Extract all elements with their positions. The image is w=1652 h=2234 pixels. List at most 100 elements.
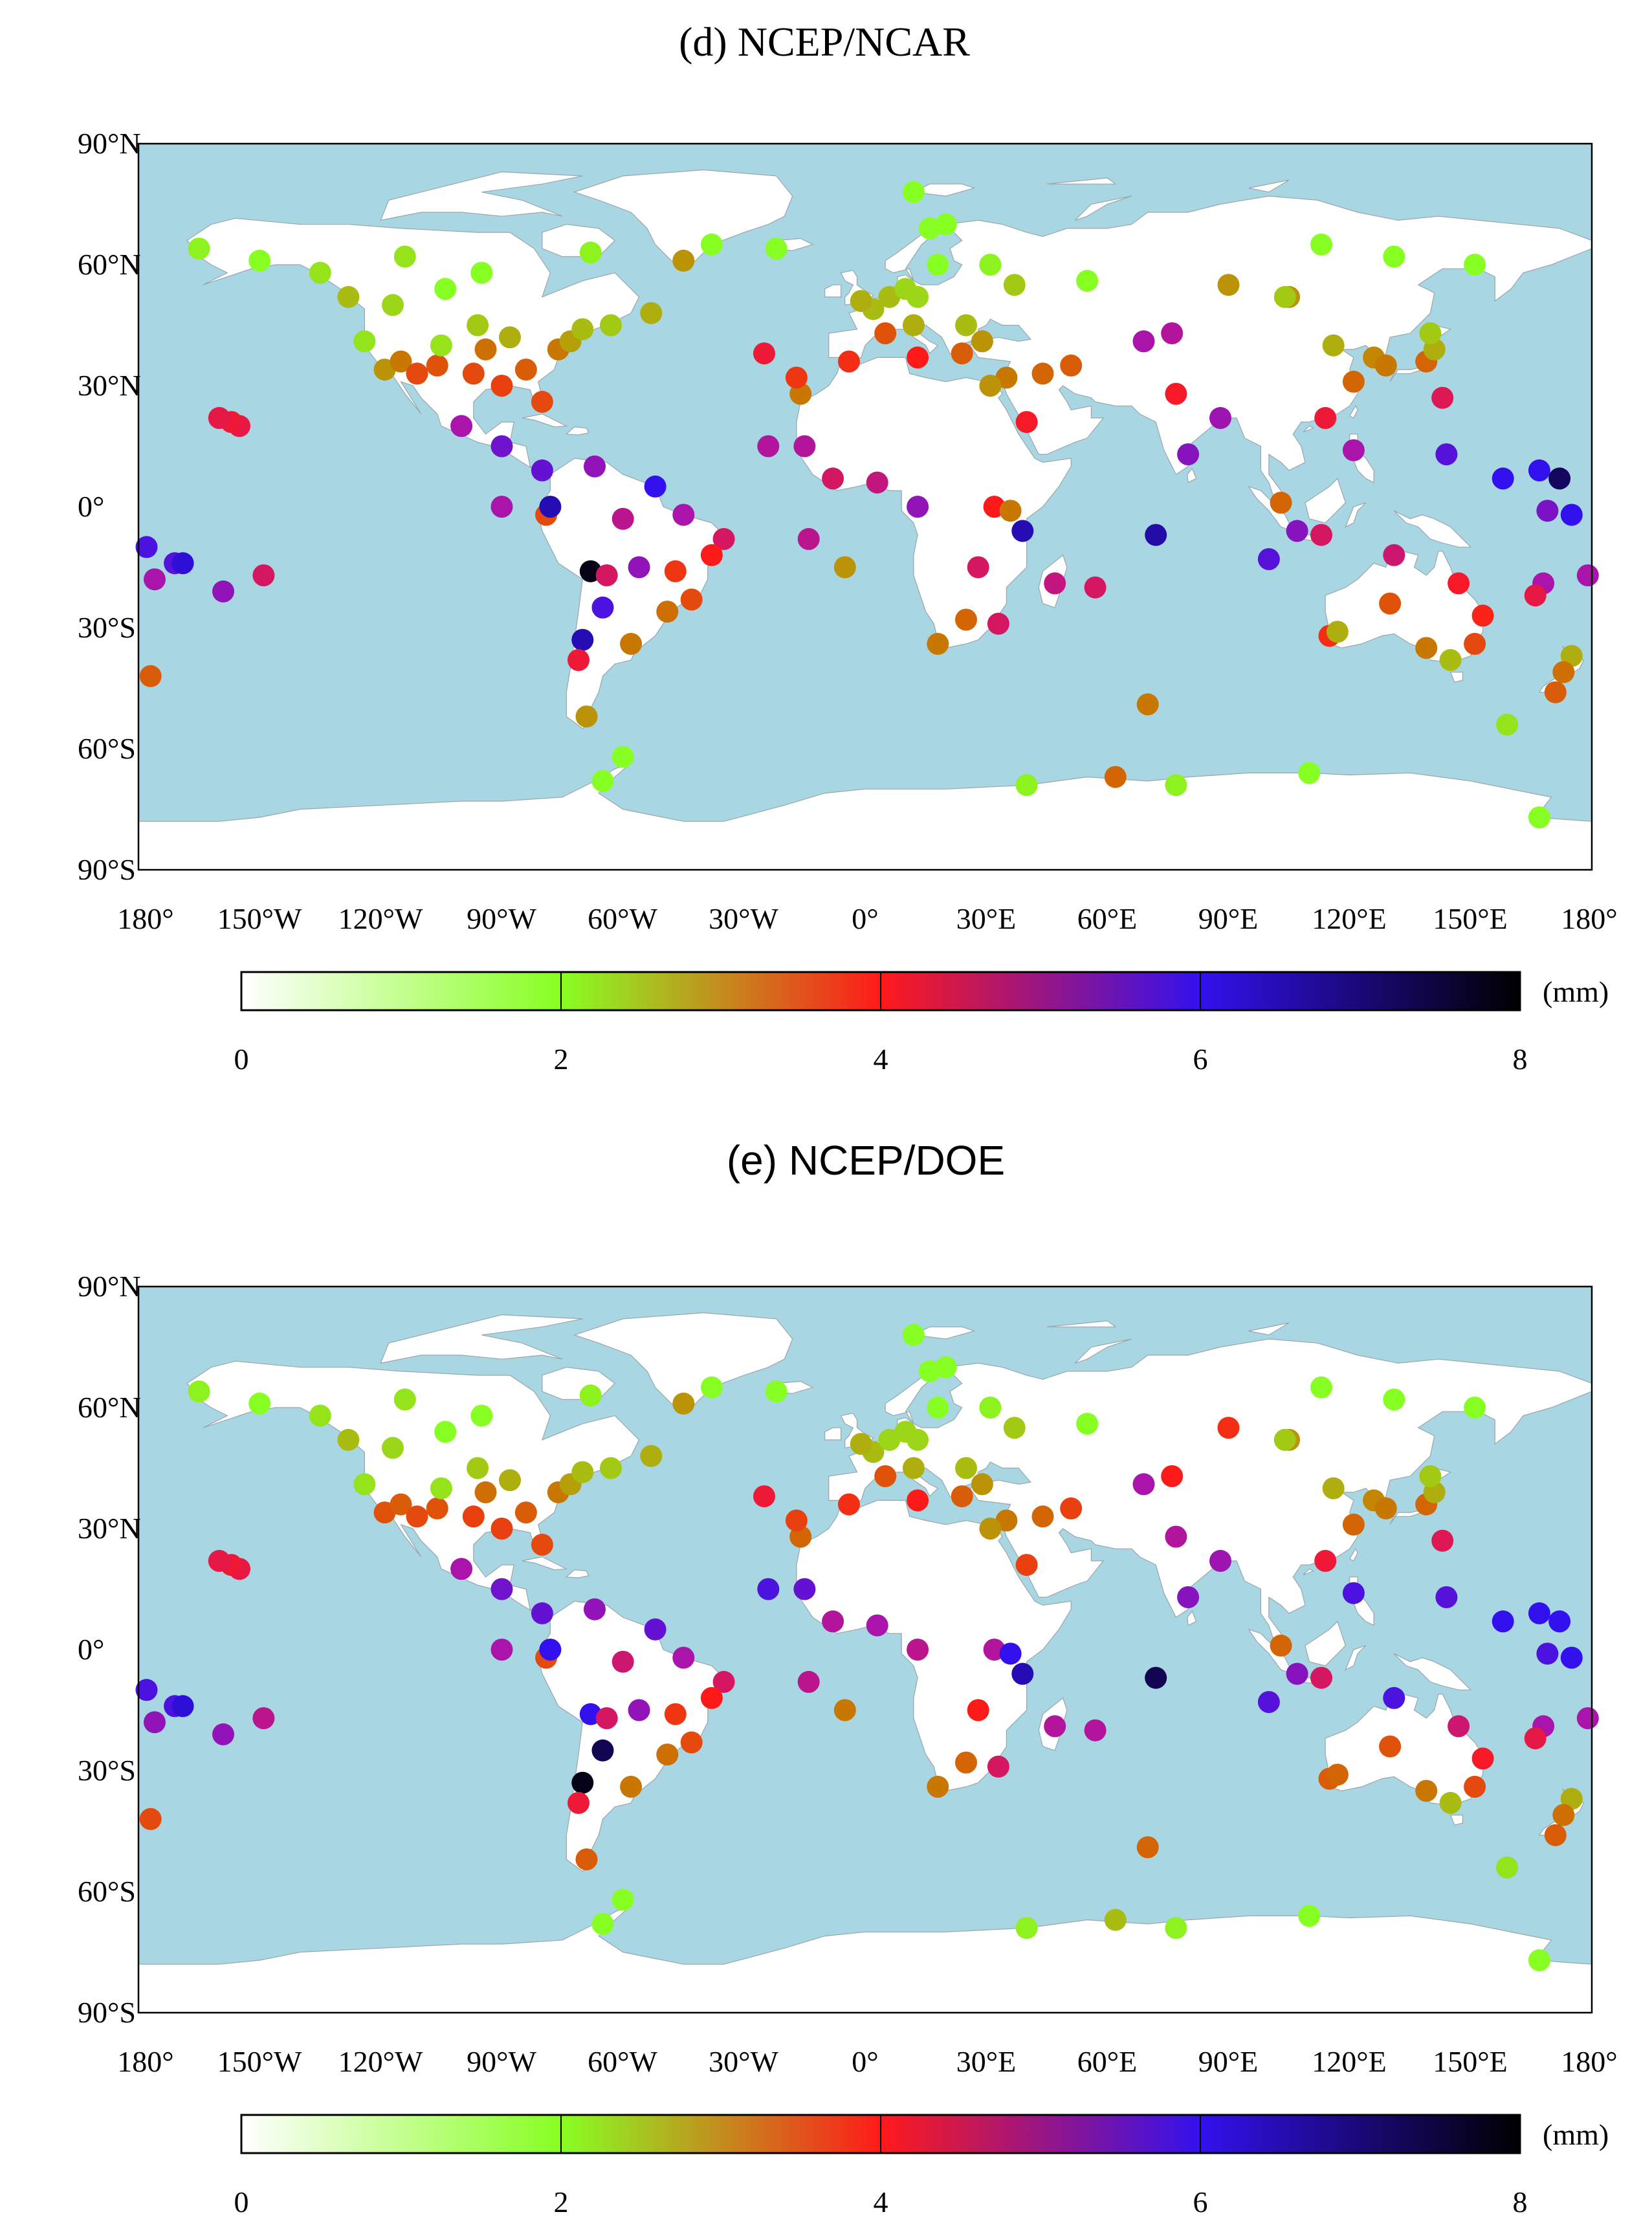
station-marker [1165,1917,1187,1940]
station-marker [1576,1707,1599,1729]
station-marker [1524,1727,1547,1750]
station-marker [955,608,977,631]
landmass [1046,1320,1117,1327]
station-marker [907,1639,929,1661]
station-marker [1548,467,1571,490]
station-markers [135,1323,1599,1971]
station-marker [927,632,949,655]
station-marker [591,1739,614,1762]
landmass [912,183,976,197]
station-marker [531,390,553,413]
station-marker [757,1578,780,1600]
station-marker [1314,1549,1337,1572]
station-marker [1136,693,1159,716]
landmass [573,169,793,265]
station-marker [1471,1747,1494,1770]
station-marker [382,294,404,316]
station-marker [971,1473,993,1496]
landmass [1345,1645,1367,1671]
map-title: (d) NCEP/NCAR [679,19,970,65]
station-marker [680,1731,703,1754]
station-marker [490,1578,513,1600]
station-marker [1379,1735,1402,1758]
station-marker [1084,1719,1107,1742]
landmass [1187,1610,1197,1626]
station-marker [1342,439,1365,461]
station-marker [1536,1642,1559,1665]
landmass [565,1569,589,1578]
landmass [1305,1620,1347,1666]
station-marker [514,359,537,381]
station-marker [934,213,957,236]
station-marker [1060,354,1083,377]
lon-tick-label: 60°W [588,2045,657,2078]
station-marker [575,1848,598,1871]
station-marker [248,249,271,272]
station-marker [575,705,598,728]
lat-tick-label: 60°N [78,248,141,281]
station-marker [1165,382,1187,405]
station-marker [353,1473,376,1496]
land-masses [138,169,1592,870]
station-marker [672,1646,695,1669]
station-marker [951,342,973,365]
station-marker [1439,1791,1462,1814]
station-marker [252,564,275,586]
station-marker [1560,503,1583,526]
station-marker [567,648,589,671]
lon-tick-label: 90°E [1198,902,1259,935]
station-marker [1217,1417,1240,1439]
station-marker [171,552,194,575]
station-marker [1003,1417,1026,1439]
station-marker [955,1751,977,1774]
station-marker [765,1380,787,1403]
colorbar-tick-label: 6 [1193,2185,1208,2218]
station-marker [1273,1428,1296,1451]
station-marker [1464,632,1486,655]
lat-tick-label: 30°N [78,1512,141,1545]
map-panel-d: (d) NCEP/NCAR 90°N 60°N 30°N 0° 30°S 60°… [78,19,1618,1076]
station-marker [907,1489,929,1512]
station-marker [208,1549,230,1572]
station-marker [934,1356,957,1378]
station-marker [680,588,703,611]
station-marker [1464,254,1486,276]
map-frame [137,142,1593,871]
station-marker [902,1323,925,1346]
station-marker [1342,1582,1365,1604]
station-marker [640,302,663,324]
station-marker [1015,411,1038,434]
station-marker [470,261,493,284]
lon-tick-label: 120°W [338,2045,423,2078]
station-marker [139,665,162,687]
station-marker [337,1428,360,1451]
station-marker [793,1578,816,1600]
landmass [1393,510,1472,547]
colorbar-unit: (mm) [1543,2118,1609,2151]
station-marker [672,1392,695,1415]
landmass [828,195,1592,503]
landmass [1248,1322,1290,1336]
landmass [573,1312,793,1408]
station-marker [135,1679,158,1701]
station-marker [1560,1646,1583,1669]
station-marker [620,1775,643,1798]
station-marker [644,1618,666,1641]
landmass [1349,404,1358,419]
station-marker [1031,362,1054,385]
landmass [912,1326,976,1340]
station-marker [1145,524,1167,546]
station-marker [611,1888,634,1911]
station-marker [656,601,679,623]
colorbar: 0 2 4 6 8 (mm) [234,2114,1609,2218]
station-marker [212,1723,234,1745]
station-marker [1496,1856,1518,1879]
station-marker [987,1755,1009,1778]
station-marker [571,1771,594,1794]
station-marker [902,1457,925,1479]
station-marker [434,278,457,300]
station-marker [1419,1465,1442,1487]
station-marker [1104,766,1127,788]
station-marker [1273,285,1296,308]
map-title: (e) NCEP/DOE [727,1137,1005,1184]
